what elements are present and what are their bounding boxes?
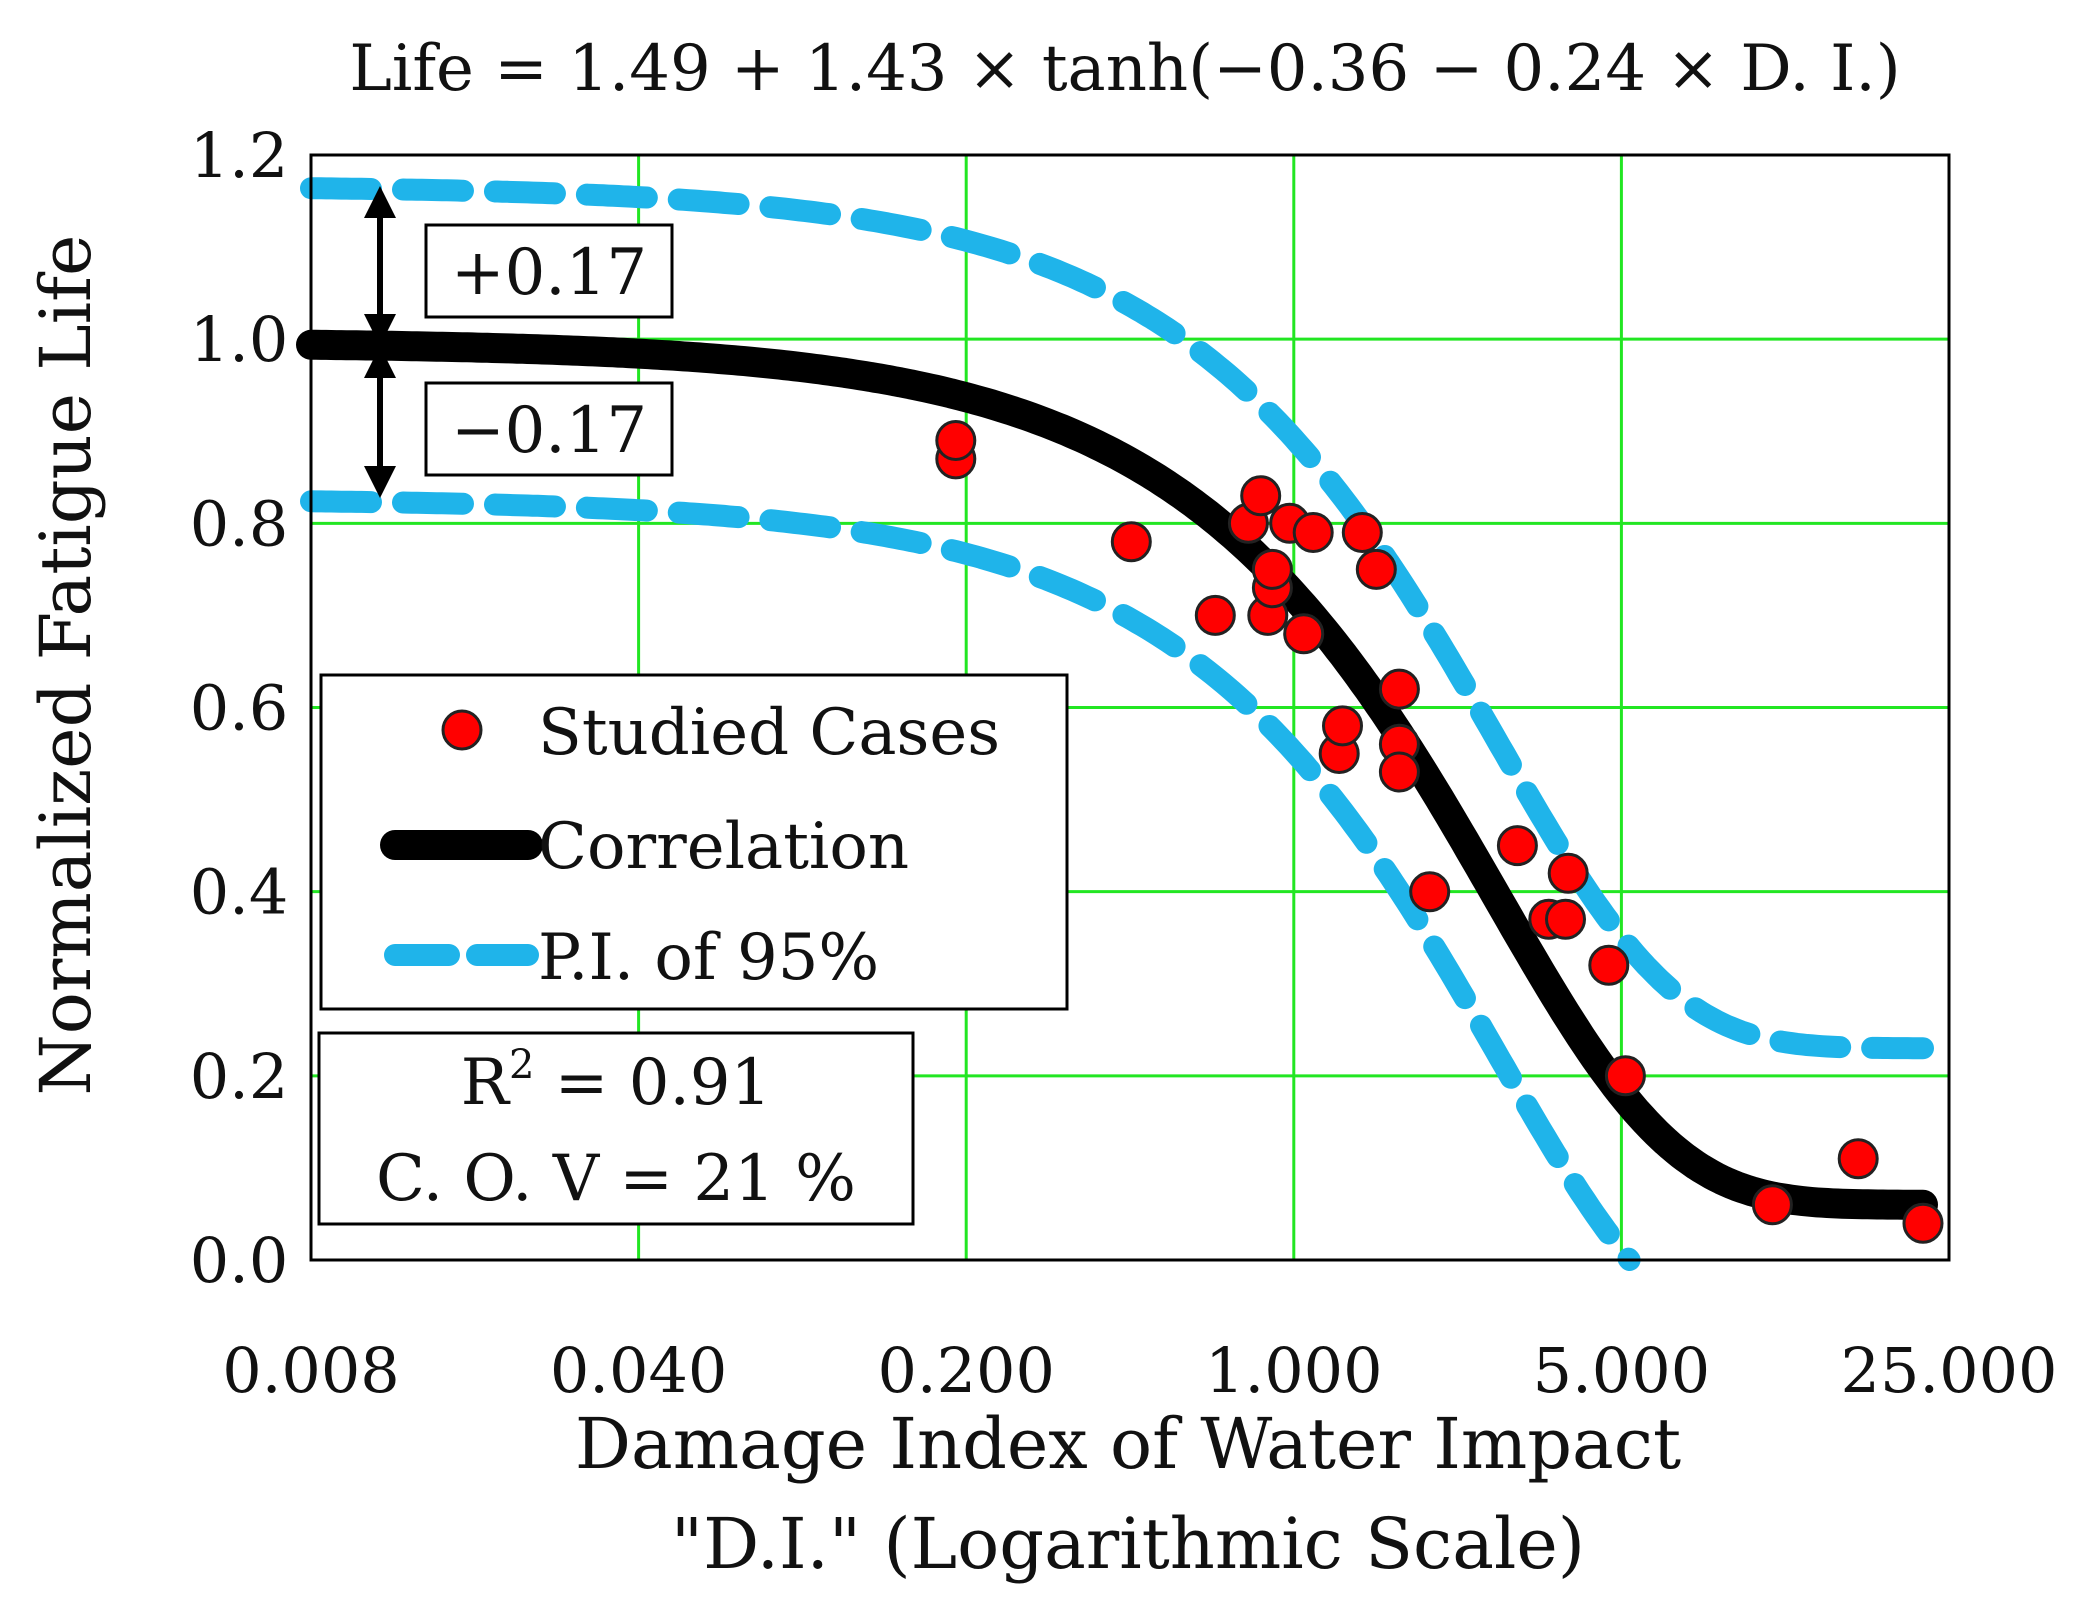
plus-arrow-head-top <box>364 186 396 218</box>
y-tick-label: 0.0 <box>190 1224 289 1297</box>
legend-marker-studied-cases <box>441 709 483 751</box>
data-point <box>1378 668 1420 710</box>
x-tick-label: 25.000 <box>1841 1334 2058 1407</box>
data-point <box>1341 512 1383 553</box>
plus-label: +0.17 <box>451 236 647 310</box>
correlation-line <box>296 329 1938 1220</box>
data-point <box>1409 871 1451 913</box>
r-squared: R2 = 0.91 <box>461 1042 771 1120</box>
x-tick-label: 0.008 <box>222 1334 400 1407</box>
chart-title: Life = 1.49 + 1.43 × tanh(−0.36 − 0.24 ×… <box>349 32 1900 106</box>
legend-label-correlation: Correlation <box>538 810 909 884</box>
x-tick-label: 0.040 <box>550 1334 728 1407</box>
legend-label-studied-cases: Studied Cases <box>538 696 1000 770</box>
data-point <box>1251 548 1293 590</box>
plot-frame <box>309 153 1951 1262</box>
data-point <box>1322 705 1363 747</box>
x-axis-label-line1: Damage Index of Water Impact <box>575 1403 1681 1485</box>
plus-box <box>424 223 674 319</box>
minus-arrow-head-bottom <box>364 466 396 498</box>
y-tick-label: 0.6 <box>190 672 289 745</box>
data-point <box>1378 751 1420 793</box>
stats-box: R2 = 0.91 C. O. V = 21 % <box>317 1031 915 1226</box>
data-point <box>1588 944 1630 986</box>
x-axis-label-line2: "D.I." (Logarithmic Scale) <box>671 1503 1585 1585</box>
data-point <box>1902 1202 1944 1244</box>
cov: C. O. V = 21 % <box>376 1142 856 1216</box>
y-tick-label: 1.0 <box>190 303 289 376</box>
x-tick-labels: 0.008 0.040 0.200 1.000 5.000 25.000 <box>222 1334 2057 1407</box>
legend-label-pi: P.I. of 95% <box>538 921 879 995</box>
x-tick-label: 5.000 <box>1533 1334 1711 1407</box>
minus-arrow-head-top <box>364 346 396 378</box>
data-point <box>1496 825 1538 867</box>
y-tick-labels: 0.0 0.2 0.4 0.6 0.8 1.0 1.2 <box>190 119 289 1297</box>
data-point <box>1283 613 1325 655</box>
data-point <box>1545 898 1586 940</box>
x-tick-label: 0.200 <box>877 1334 1055 1407</box>
minus-box <box>424 381 674 477</box>
data-point <box>1240 475 1282 517</box>
y-tick-label: 0.8 <box>190 487 289 560</box>
data-point <box>935 420 977 461</box>
correlation-curve <box>296 329 1938 1220</box>
legend: Studied Cases Correlation P.I. of 95% <box>319 673 1069 1011</box>
stats-frame <box>317 1031 915 1226</box>
y-axis-label: Normalized Fatigue Life <box>25 235 107 1096</box>
data-point <box>1355 548 1397 590</box>
interval-annotation: +0.17 −0.17 <box>364 186 674 498</box>
pi-upper <box>300 177 1934 1060</box>
plus-arrow-head-bottom <box>364 314 396 346</box>
prediction-interval <box>300 177 1934 1271</box>
y-tick-label: 0.4 <box>190 856 289 929</box>
data-point <box>1110 521 1152 563</box>
x-tick-label: 1.000 <box>1205 1334 1383 1407</box>
data-point <box>1194 594 1236 636</box>
data-point <box>1604 1055 1646 1097</box>
y-tick-label: 0.2 <box>190 1040 289 1113</box>
data-point <box>1292 512 1334 553</box>
studied-cases <box>935 420 1944 1244</box>
data-point <box>1837 1138 1879 1180</box>
pi-lower <box>300 490 1641 1271</box>
minus-label: −0.17 <box>451 394 647 468</box>
y-tick-label: 1.2 <box>190 119 289 192</box>
data-point <box>1547 852 1589 894</box>
data-point <box>1751 1184 1793 1226</box>
